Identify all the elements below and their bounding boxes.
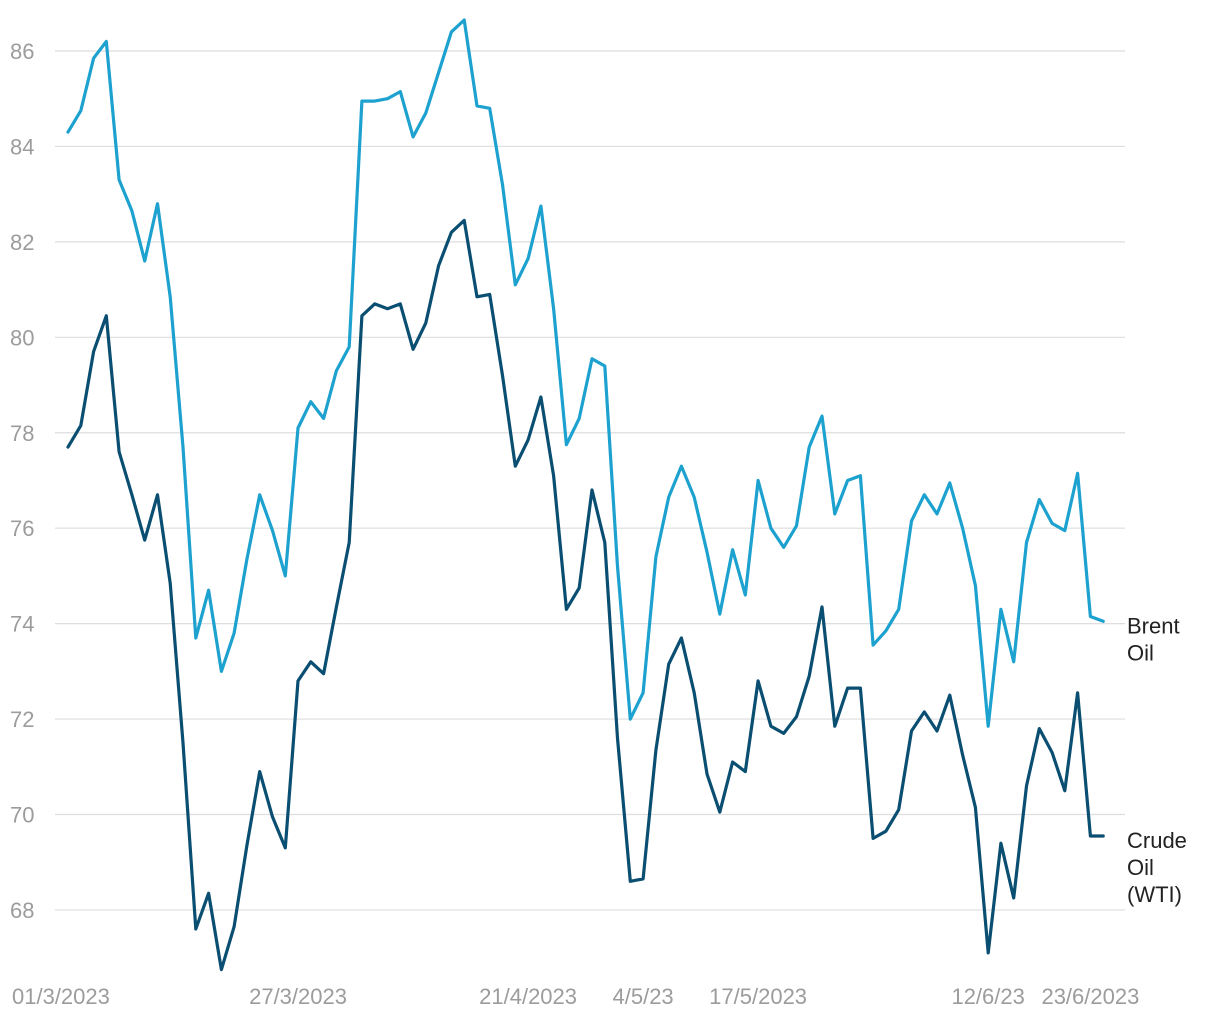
y-tick-label: 82: [10, 230, 34, 255]
y-tick-label: 86: [10, 39, 34, 64]
series-label: Brent: [1127, 613, 1180, 638]
x-tick-label: 12/6/23: [951, 984, 1024, 1009]
y-tick-label: 80: [10, 325, 34, 350]
y-tick-label: 72: [10, 707, 34, 732]
series-label: Oil: [1127, 640, 1154, 665]
x-tick-label: 21/4/2023: [479, 984, 577, 1009]
series-line-brent-oil: [66, 18, 1105, 728]
y-tick-label: 76: [10, 516, 34, 541]
series-label: (WTI): [1127, 882, 1182, 907]
y-tick-label: 74: [10, 612, 34, 637]
y-axis: 68 70 72 74 76 78 80 82 84 86: [10, 39, 34, 923]
x-tick-label: 17/5/2023: [709, 984, 807, 1009]
series-line-crude-oil-wti: [66, 218, 1105, 972]
x-axis: 01/3/2023 27/3/2023 21/4/2023 4/5/23 17/5/20…: [12, 984, 1139, 1009]
grid-lines: [55, 50, 1125, 911]
y-tick-label: 70: [10, 803, 34, 828]
y-tick-label: 84: [10, 134, 34, 159]
series-label: Oil: [1127, 855, 1154, 880]
y-tick-label: 78: [10, 421, 34, 446]
x-tick-label: 01/3/2023: [12, 984, 110, 1009]
x-tick-label: 27/3/2023: [249, 984, 347, 1009]
y-tick-label: 68: [10, 898, 34, 923]
x-tick-label: 4/5/23: [613, 984, 674, 1009]
series-lines: [66, 18, 1105, 972]
x-tick-label: 23/6/2023: [1041, 984, 1139, 1009]
series-label: Crude: [1127, 828, 1187, 853]
